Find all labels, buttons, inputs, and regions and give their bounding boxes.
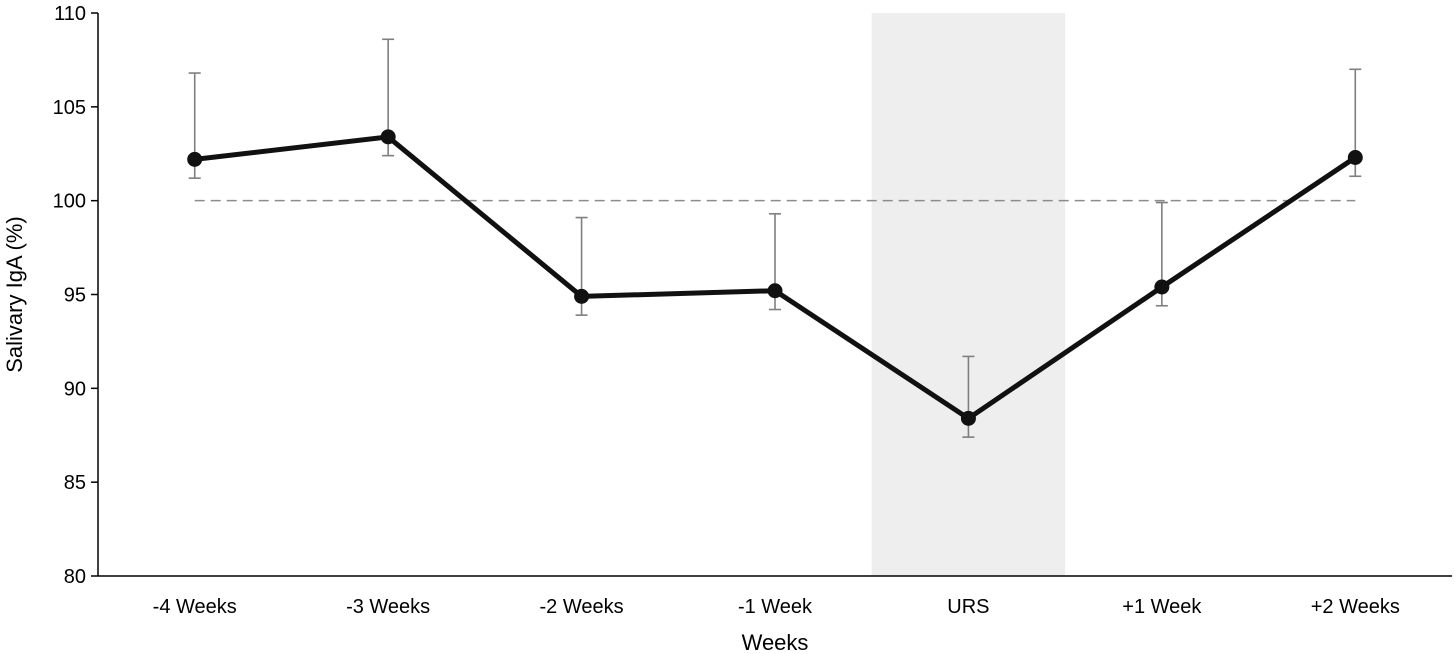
data-point — [1347, 150, 1363, 166]
x-tick-label: +2 Weeks — [1311, 596, 1400, 618]
x-tick-label: -2 Weeks — [540, 596, 624, 618]
y-tick-label: 90 — [64, 378, 86, 400]
highlight-band — [871, 13, 1066, 576]
data-point — [187, 151, 203, 167]
data-point — [574, 288, 590, 304]
y-axis-title: Salivary IgA (%) — [2, 216, 27, 373]
y-tick-label: 100 — [53, 191, 86, 213]
y-tick-label: 95 — [64, 285, 86, 307]
x-tick-label: -1 Week — [738, 596, 813, 618]
y-tick-label: 105 — [53, 97, 86, 119]
data-point — [380, 129, 396, 145]
highlight-layer — [871, 13, 1066, 576]
x-tick-label: -3 Weeks — [346, 596, 430, 618]
y-tick-label: 85 — [64, 472, 86, 494]
y-tick-label: 80 — [64, 566, 86, 588]
x-tick-label: -4 Weeks — [153, 596, 237, 618]
axes — [91, 12, 1452, 577]
data-point — [767, 283, 783, 299]
error-bars — [188, 38, 1362, 438]
data-point — [960, 410, 976, 426]
data-points — [187, 129, 1363, 426]
x-tick-label: +1 Week — [1122, 596, 1202, 618]
labels: 80 85 90 95 100 105 110 -4 Weeks -3 Weeks -2 Week… — [53, 3, 1400, 618]
data-point — [1154, 279, 1170, 295]
x-tick-label: URS — [947, 596, 989, 618]
y-tick-label: 110 — [54, 3, 86, 25]
x-axis-title: Weeks — [742, 630, 809, 654]
